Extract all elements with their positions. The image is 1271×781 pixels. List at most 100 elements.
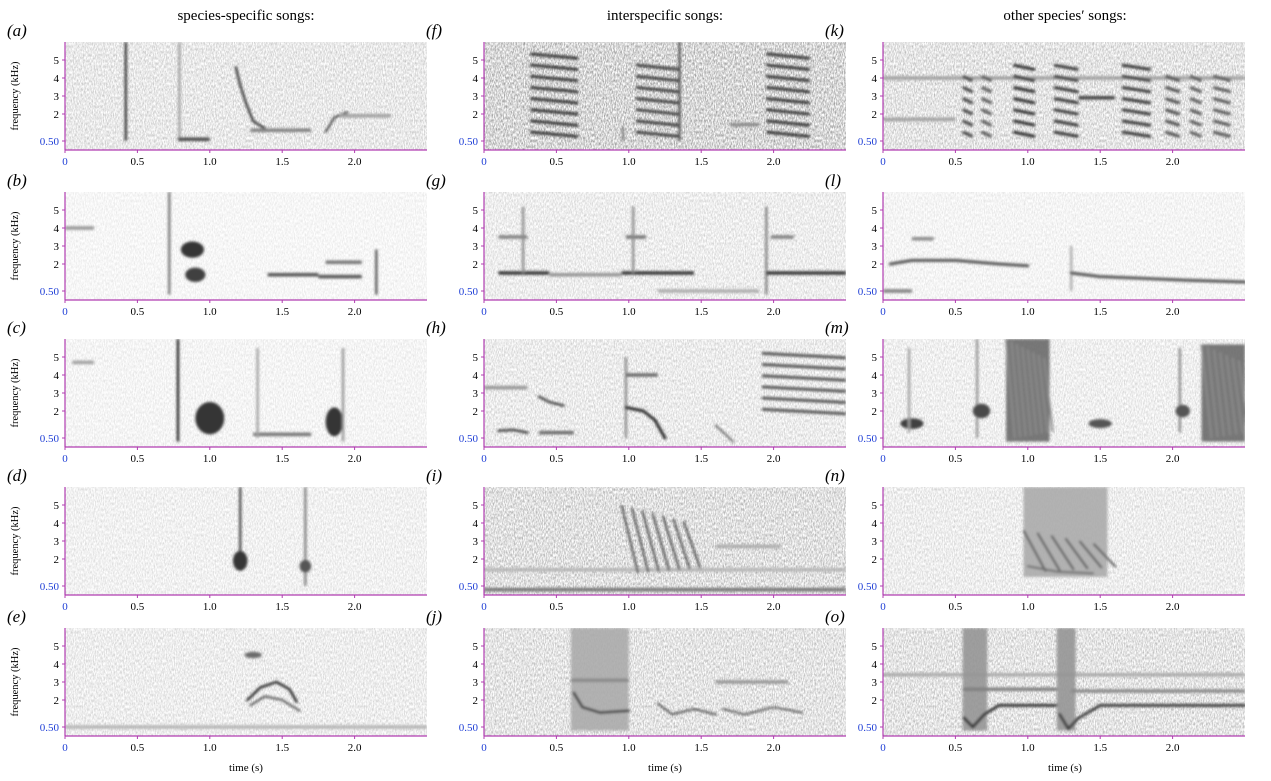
x-tick-label: 1.0 xyxy=(203,156,217,168)
y-tick-label: 0.50 xyxy=(40,136,60,148)
y-tick-label: 3 xyxy=(473,91,479,103)
harmonic-band xyxy=(1212,97,1231,105)
sweep-stroke xyxy=(1026,349,1038,435)
y-tick-label: 0.50 xyxy=(858,433,878,445)
noise-texture xyxy=(883,339,1245,447)
y-tick-label: 0.50 xyxy=(459,433,479,445)
x-tick-label: 0 xyxy=(62,453,68,465)
y-tick-label: 4 xyxy=(473,370,479,382)
harmonic-band xyxy=(1164,74,1181,83)
harmonic-band xyxy=(1164,108,1181,116)
noise-texture xyxy=(484,339,846,447)
harmonic-band xyxy=(1164,119,1181,127)
harmonic-band xyxy=(766,97,810,105)
y-tick-label: 5 xyxy=(54,641,60,653)
x-axis-title-col2: time (s) xyxy=(648,762,682,774)
harmonic-band xyxy=(962,108,974,116)
y-tick-label: 2 xyxy=(473,259,479,271)
song-element-line xyxy=(1026,565,1094,575)
sweep-stroke xyxy=(620,504,640,574)
panel-label: (m) xyxy=(825,318,849,337)
x-tick-label: 2.0 xyxy=(1166,156,1180,168)
sweep-stroke xyxy=(1015,344,1027,437)
y-tick-label: 5 xyxy=(872,55,878,67)
x-tick-label: 1.5 xyxy=(694,306,708,318)
x-tick-label: 1.5 xyxy=(694,453,708,465)
y-tick-label: 4 xyxy=(54,223,60,235)
spectrogram-panel: 0.50 2 3 4 5 0 0.5 1.0 1.5 2.0 (g) xyxy=(426,171,846,318)
y-tick-label: 3 xyxy=(872,241,878,253)
y-tick-label: 5 xyxy=(473,641,479,653)
harmonic-band xyxy=(980,74,993,83)
noise-texture xyxy=(883,192,1245,300)
song-element-blob xyxy=(1175,404,1190,418)
x-tick-label: 1.5 xyxy=(1093,306,1107,318)
song-element-diag xyxy=(620,504,702,574)
panel-label: (d) xyxy=(7,466,27,485)
panel-label: (c) xyxy=(7,318,26,337)
sweep-stroke xyxy=(661,515,681,571)
song-element-harm xyxy=(1121,63,1152,138)
y-tick-label: 2 xyxy=(54,109,60,121)
sweep-stroke xyxy=(1022,529,1047,573)
x-tick-label: 2.0 xyxy=(348,601,362,613)
sweep-stroke xyxy=(641,510,660,572)
spectrogram-panel: 0.50 2 3 4 5 0 0.5 1.0 1.5 2.0 (d) frequency (kHz) xyxy=(7,466,427,613)
harmonic-band xyxy=(766,85,810,94)
y-tick-label: 5 xyxy=(473,55,479,67)
y-tick-label: 3 xyxy=(54,388,60,400)
y-tick-label: 4 xyxy=(872,518,878,530)
y-tick-label: 5 xyxy=(872,352,878,364)
x-tick-label: 1.0 xyxy=(622,156,636,168)
x-tick-label: 2.0 xyxy=(767,742,781,754)
sweep-stroke xyxy=(1021,347,1033,436)
sweep-stroke xyxy=(1078,540,1103,569)
sweep-stroke xyxy=(1010,341,1022,438)
harmonic-band xyxy=(1013,85,1036,94)
spectrogram-panel: 0.50 2 3 4 5 0 0.5 1.0 1.5 2.0 (i) xyxy=(426,466,846,613)
song-element-harm xyxy=(980,74,993,138)
y-tick-label: 0.50 xyxy=(40,722,60,734)
x-tick-label: 2.0 xyxy=(1166,742,1180,754)
song-element-diag xyxy=(1022,529,1117,573)
y-tick-label: 4 xyxy=(872,73,878,85)
harmonic-band xyxy=(761,385,846,393)
harmonic-band xyxy=(761,351,846,360)
panel-label: (l) xyxy=(825,171,841,190)
y-tick-label: 3 xyxy=(473,677,479,689)
song-element-harm xyxy=(1013,63,1036,138)
harmonic-band xyxy=(635,108,680,116)
sweep-stroke xyxy=(1219,352,1232,436)
song-element-harm xyxy=(761,351,846,416)
y-tick-label: 3 xyxy=(872,388,878,400)
harmonic-band xyxy=(635,74,680,83)
sweep-stroke xyxy=(682,520,702,569)
y-tick-label: 0.50 xyxy=(459,581,479,593)
x-tick-label: 1.0 xyxy=(622,742,636,754)
harmonic-band xyxy=(980,85,993,94)
harmonic-band xyxy=(1189,130,1203,138)
x-tick-label: 0.5 xyxy=(550,453,564,465)
y-tick-label: 2 xyxy=(473,695,479,707)
harmonic-band xyxy=(980,130,993,138)
song-element-harm xyxy=(1189,74,1203,138)
x-tick-label: 0.5 xyxy=(131,601,145,613)
y-tick-label: 2 xyxy=(872,695,878,707)
harmonic-band xyxy=(1121,108,1152,116)
x-tick-label: 1.5 xyxy=(275,156,289,168)
harmonic-band xyxy=(962,119,974,127)
song-element-line xyxy=(714,424,735,443)
noise-texture xyxy=(65,487,427,595)
spectrogram-panel: 0.50 2 3 4 5 0 0.5 1.0 1.5 2.0 (m) xyxy=(825,318,1245,465)
x-tick-label: 0 xyxy=(62,742,68,754)
harmonic-band xyxy=(766,108,810,116)
harmonic-band xyxy=(1212,130,1231,138)
y-tick-label: 0.50 xyxy=(40,581,60,593)
x-tick-label: 0.5 xyxy=(131,453,145,465)
spectrogram-panel: 0.50 2 3 4 5 0 0.5 1.0 1.5 2.0 (h) xyxy=(426,318,846,465)
x-tick-label: 1.0 xyxy=(1021,601,1035,613)
song-element-line xyxy=(537,395,565,407)
sweep-stroke xyxy=(1092,543,1117,568)
